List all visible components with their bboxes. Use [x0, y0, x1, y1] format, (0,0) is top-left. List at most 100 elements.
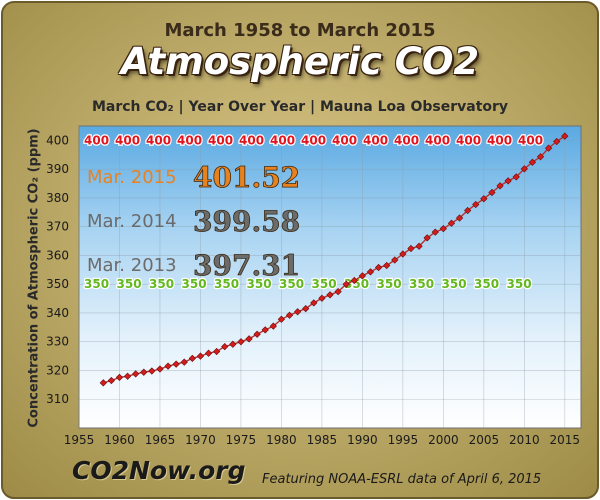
chart-title: Atmospheric CO2 — [120, 40, 480, 83]
y-tick-label-360: 360 — [46, 248, 69, 262]
data-points — [99, 132, 569, 387]
ref-label-350: 350 — [344, 277, 369, 291]
y-tick-label-390: 390 — [46, 162, 69, 176]
callout-label: Mar. 2014 — [87, 211, 177, 232]
ref-label-350: 350 — [442, 277, 467, 291]
data-point-1977 — [253, 330, 261, 338]
y-tick-label-380: 380 — [46, 191, 69, 205]
ref-label-350: 350 — [377, 277, 402, 291]
data-point-1992 — [374, 263, 383, 272]
ref-label-400: 400 — [301, 133, 326, 147]
data-point-2003 — [464, 206, 472, 215]
data-point-2015 — [561, 132, 569, 140]
y-tick-label-400: 400 — [46, 133, 69, 147]
data-point-1959 — [107, 376, 116, 385]
data-point-1983 — [302, 305, 310, 313]
callout-value: 399.58 — [193, 205, 300, 238]
data-point-1994 — [391, 256, 399, 264]
series-line — [103, 135, 566, 384]
data-point-1964 — [148, 367, 156, 375]
ref-label-350: 350 — [117, 277, 142, 291]
data-point-2002 — [455, 214, 464, 222]
x-tick-label-2005: 2005 — [469, 433, 500, 447]
callout-label: Mar. 2013 — [87, 255, 177, 276]
data-point-1993 — [383, 261, 391, 270]
ref-label-350: 350 — [474, 277, 499, 291]
data-point-2009 — [512, 173, 520, 181]
x-tick-label-1965: 1965 — [145, 433, 176, 447]
reference-labels: 400 400 400 400 400 400 400 400 400 400 400 400 400 4… — [83, 132, 544, 292]
ref-label-400: 400 — [270, 133, 295, 147]
data-point-1996 — [407, 244, 415, 253]
data-point-1984 — [310, 299, 318, 307]
callout-value: 397.31 — [193, 249, 300, 282]
data-point-1968 — [180, 358, 188, 366]
data-point-1971 — [204, 349, 213, 357]
ref-label-400: 400 — [239, 133, 264, 147]
data-point-1989 — [350, 276, 358, 285]
data-point-1969 — [188, 354, 196, 363]
data-point-1958 — [99, 379, 107, 387]
x-tick-label-2010: 2010 — [509, 433, 540, 447]
callout-value: 401.52 — [193, 161, 300, 194]
data-point-1990 — [358, 272, 367, 280]
date-range-heading: March 1958 to March 2015 — [164, 20, 436, 41]
data-point-1982 — [293, 308, 302, 316]
data-point-1972 — [213, 347, 221, 356]
data-source-note: Featuring NOAA-ESRL data of April 6, 201… — [262, 472, 542, 487]
chart-subtitle: March CO₂ | Year Over Year | Mauna Loa O… — [91, 99, 509, 115]
data-point-1991 — [366, 268, 375, 276]
data-point-1962 — [132, 370, 140, 378]
y-tick-label-330: 330 — [46, 335, 69, 349]
ref-label-350: 350 — [312, 277, 337, 291]
value-callouts: Mar. 2015 401.52 Mar. 2014 399.58 Mar. 2013 3… — [87, 161, 301, 283]
ref-label-350: 350 — [409, 277, 434, 291]
data-point-1980 — [277, 315, 286, 323]
ref-label-400: 400 — [146, 133, 171, 147]
data-point-1963 — [140, 368, 148, 376]
data-point-1973 — [221, 342, 229, 351]
x-tick-label-1995: 1995 — [388, 433, 419, 447]
ref-label-400: 400 — [425, 133, 450, 147]
ref-label-350: 350 — [507, 277, 532, 291]
data-point-1974 — [229, 340, 237, 348]
data-point-1970 — [196, 352, 205, 360]
data-point-1966 — [164, 362, 172, 370]
data-point-2004 — [472, 200, 480, 209]
x-tick-label-1980: 1980 — [266, 433, 297, 447]
data-point-2000 — [439, 225, 447, 233]
ref-label-400: 400 — [208, 133, 233, 147]
data-point-1979 — [269, 322, 277, 330]
data-point-2010 — [520, 165, 528, 173]
data-point-1998 — [423, 234, 431, 242]
x-tick-labels: 1955 1960 1965 1970 1975 1980 1985 1990 1995 2000… — [64, 433, 580, 447]
data-point-1981 — [285, 311, 294, 319]
x-tick-label-1985: 1985 — [307, 433, 338, 447]
y-axis-label: Concentration of Atmospheric CO₂ (ppm) — [26, 128, 42, 428]
data-point-1961 — [123, 372, 132, 380]
y-tick-label-310: 310 — [46, 392, 69, 406]
callout-label: Mar. 2015 — [87, 167, 177, 188]
co2-series-line — [103, 135, 566, 384]
x-tick-label-1970: 1970 — [185, 433, 216, 447]
data-point-1988 — [342, 280, 350, 288]
data-point-2008 — [504, 177, 512, 185]
data-point-1978 — [261, 326, 269, 334]
brand-logo-text: CO2Now.org — [72, 456, 246, 485]
ref-label-400: 400 — [487, 133, 512, 147]
y-tick-label-370: 370 — [46, 220, 69, 234]
data-point-1986 — [326, 291, 334, 299]
data-point-2005 — [480, 195, 488, 203]
ref-label-350: 350 — [279, 277, 304, 291]
data-point-1997 — [415, 242, 423, 250]
data-point-2007 — [496, 182, 504, 190]
grid-lines — [78, 126, 581, 428]
ref-label-400: 400 — [363, 133, 388, 147]
ref-label-400: 400 — [177, 133, 202, 147]
ref-label-350: 350 — [247, 277, 272, 291]
data-point-1999 — [431, 228, 439, 236]
ref-label-400: 400 — [456, 133, 481, 147]
data-point-2001 — [447, 219, 456, 227]
data-point-1985 — [318, 294, 326, 302]
